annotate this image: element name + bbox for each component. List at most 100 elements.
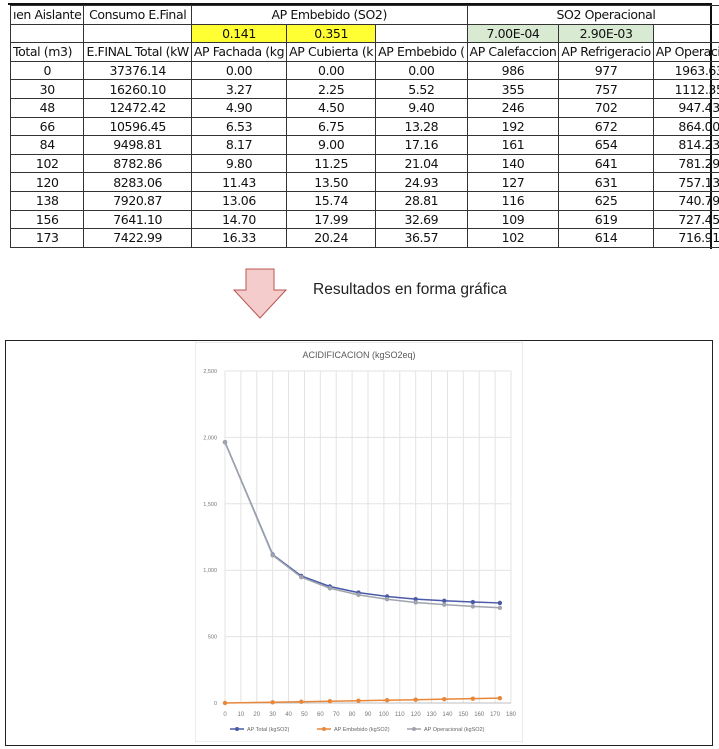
table-cell: 102	[466, 228, 560, 248]
data-point	[327, 699, 333, 704]
table-cell: 21.04	[375, 153, 468, 174]
down-arrow-icon	[232, 268, 288, 319]
column-header: AP Operaciona	[652, 42, 719, 62]
table-cell: 3.27	[190, 79, 288, 99]
table-cell: 631	[558, 172, 654, 192]
x-tick-label: 10	[238, 712, 245, 718]
series-line-1	[224, 697, 500, 704]
table-row: 173 7422.99 16.33 20.24 36.57 102 614 716.91	[9, 228, 719, 248]
column-header: Total (m3)	[9, 42, 85, 62]
table-cell: 740.79	[652, 190, 719, 211]
table-cell: 66	[9, 116, 85, 137]
table-cell: 8283.06	[83, 172, 192, 192]
x-tick-label: 120	[411, 712, 422, 718]
table-cell: 24.93	[375, 172, 468, 192]
table-cell: 16.33	[190, 228, 288, 248]
data-point	[327, 586, 333, 591]
data-point	[222, 700, 228, 706]
table-cell: 8.17	[190, 135, 288, 155]
table-cell: 7422.99	[83, 228, 192, 248]
legend-marker	[412, 727, 416, 731]
table-cell: 4.90	[190, 97, 288, 118]
data-point	[299, 699, 304, 704]
table-cell: 20.24	[286, 228, 377, 248]
table-cell: 4.50	[286, 97, 377, 118]
table-cell: 12472.42	[83, 97, 192, 118]
table-cell: 14.70	[190, 209, 288, 230]
table-cell: 9.80	[190, 153, 288, 174]
y-tick-label: 2,500	[203, 369, 217, 375]
table-cell: 727.45	[652, 209, 719, 230]
series-line-0	[224, 441, 500, 604]
table-cell: 0.00	[190, 60, 288, 81]
legend-marker	[322, 727, 326, 731]
table-cell: 1963.63	[652, 60, 719, 81]
data-point	[299, 574, 304, 580]
table-cell: 5.52	[375, 79, 468, 99]
table-cell: 161	[466, 135, 560, 155]
group-header: AP Embebido (SO2)	[190, 5, 468, 25]
table-cell: 102	[9, 153, 85, 174]
column-header-row: Total (m3) E.FINAL Total (kW AP Fachada (k…	[9, 42, 719, 62]
data-point	[356, 592, 361, 598]
chart-title: ACIDIFICACION (kgSO2eq)	[302, 350, 415, 360]
table-cell: 0	[9, 60, 85, 81]
x-tick-label: 70	[333, 712, 340, 718]
table-cell: 6.53	[190, 116, 288, 137]
data-point	[497, 695, 503, 701]
table-cell: 9.00	[286, 135, 377, 155]
table-cell: 15.74	[286, 190, 377, 211]
table-cell: 977	[558, 60, 654, 81]
legend-label: AP Embebido (kgSO2)	[334, 727, 390, 733]
data-point	[497, 605, 503, 610]
y-tick-label: 1,500	[203, 502, 217, 508]
legend-label: AP Operacional (kgSO2)	[424, 727, 485, 733]
table-cell: 10596.45	[83, 116, 192, 137]
x-tick-label: 80	[349, 712, 356, 718]
table-cell: 192	[466, 116, 560, 137]
legend-label: AP Total (kgSO2)	[247, 727, 289, 733]
table-cell: 1112.35	[652, 79, 719, 99]
group-header: ıen Aislante	[9, 5, 85, 25]
table-cell: 619	[558, 209, 654, 230]
table-cell: 127	[466, 172, 560, 192]
table-row: 0 37376.14 0.00 0.00 0.00 986 977 1963.63	[9, 60, 719, 81]
table-row: 102 8782.86 9.80 11.25 21.04 140 641 781.29	[9, 153, 719, 174]
data-point	[356, 698, 361, 703]
table-cell: 986	[466, 60, 560, 81]
table-cell: 7641.10	[83, 209, 192, 230]
data-point	[442, 602, 447, 607]
data-point	[270, 553, 275, 558]
x-tick-label: 180	[506, 712, 517, 718]
table-cell: 814.23	[652, 135, 719, 155]
data-point	[497, 600, 503, 606]
table-cell: 947.43	[652, 97, 719, 118]
table-cell: 625	[558, 190, 654, 211]
data-point	[384, 698, 390, 703]
x-tick-label: 60	[317, 712, 324, 718]
table-cell: 140	[466, 153, 560, 174]
table-cell: 654	[558, 135, 654, 155]
table-cell: 246	[466, 97, 560, 118]
data-point	[413, 600, 418, 605]
legend-marker	[235, 727, 239, 731]
y-tick-label: 2,000	[203, 435, 217, 441]
table-cell: 84	[9, 135, 85, 155]
table-cell: 641	[558, 153, 654, 174]
y-tick-label: 0	[214, 701, 217, 707]
table-cell: 0.00	[375, 60, 468, 81]
table-cell: 7920.87	[83, 190, 192, 211]
chart-background	[195, 342, 523, 742]
table-cell: 11.25	[286, 153, 377, 174]
group-header-row: ıen Aislante Consumo E.Final AP Embebido…	[9, 5, 719, 25]
table-cell: 672	[558, 116, 654, 137]
x-tick-label: 20	[253, 712, 260, 718]
table-cell: 781.29	[652, 153, 719, 174]
table-row: 30 16260.10 3.27 2.25 5.52 355 757 1112.35	[9, 79, 719, 99]
column-header: AP Calefaccion	[466, 42, 560, 62]
table-cell: 757.13	[652, 172, 719, 192]
factor-row: 0.141 0.351 7.00E-04 2.90E-03	[9, 23, 719, 44]
data-point	[413, 596, 418, 602]
data-point	[442, 696, 447, 702]
data-point	[384, 597, 390, 602]
